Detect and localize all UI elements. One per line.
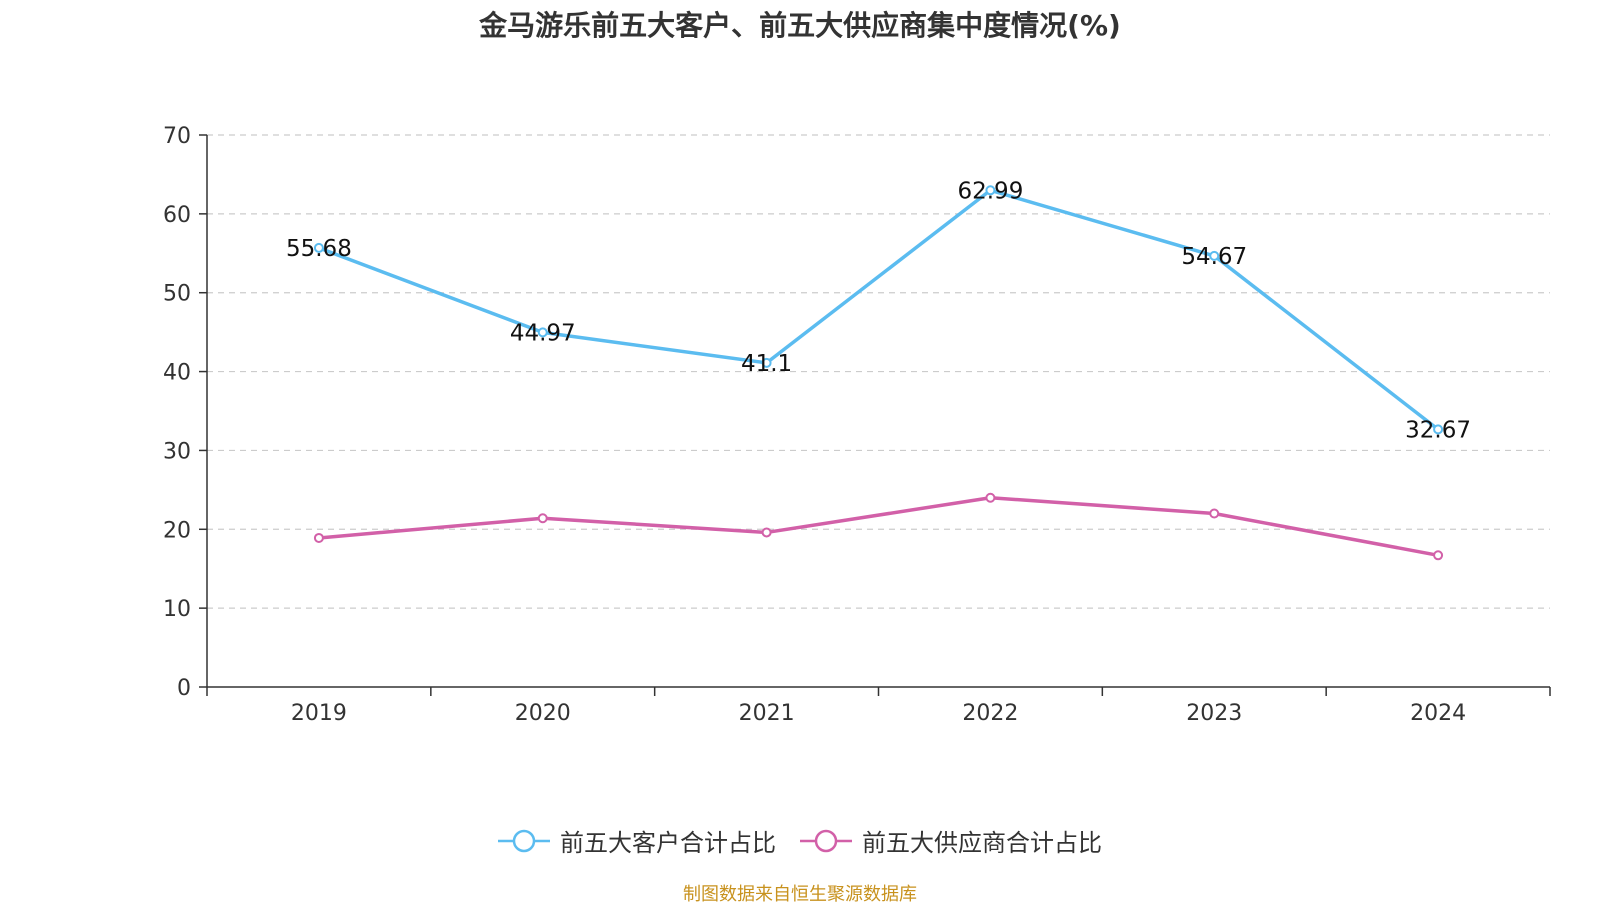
y-tick-label: 30 [163, 439, 191, 464]
x-tick-label: 2020 [515, 701, 571, 726]
legend: 前五大客户合计占比 前五大供应商合计占比 [0, 823, 1600, 858]
data-point [1209, 508, 1220, 519]
data-point [985, 185, 996, 196]
data-point [537, 327, 548, 338]
data-point [313, 532, 324, 543]
legend-swatch-suppliers-icon [800, 829, 852, 852]
data-label: 54.67 [1181, 244, 1247, 270]
y-tick-label: 10 [163, 597, 191, 622]
x-tick-label: 2024 [1410, 701, 1466, 726]
data-label: 32.67 [1405, 417, 1471, 443]
y-tick-label: 40 [163, 361, 191, 386]
data-point [1433, 550, 1444, 561]
legend-swatch-customers-icon [498, 829, 550, 852]
source-note: 制图数据来自恒生聚源数据库 [683, 884, 917, 905]
data-label: 55.68 [286, 236, 352, 262]
x-tick-label: 2022 [962, 701, 1018, 726]
legend-item-suppliers[interactable]: 前五大供应商合计占比 [800, 823, 1102, 858]
data-point [985, 492, 996, 503]
data-point [313, 242, 324, 253]
data-label: 44.97 [510, 320, 576, 346]
legend-label-customers: 前五大客户合计占比 [560, 829, 776, 857]
y-tick-label: 20 [163, 518, 191, 543]
series-lines [313, 185, 1444, 561]
y-tick-label: 50 [163, 282, 191, 307]
data-label: 41.1 [741, 351, 792, 377]
legend-item-customers[interactable]: 前五大客户合计占比 [498, 823, 776, 858]
x-tick-label: 2023 [1186, 701, 1242, 726]
y-tick-label: 60 [163, 203, 191, 228]
data-labels: 55.68 44.97 41.1 62.99 54.67 32.67 [286, 178, 1471, 443]
series-line-0 [318, 188, 1440, 431]
x-tick-label: 2021 [739, 701, 795, 726]
y-tick-label: 0 [177, 676, 191, 701]
data-point [761, 357, 772, 368]
y-tick-label: 70 [163, 124, 191, 149]
data-point [1209, 250, 1220, 261]
series-line-1 [318, 495, 1439, 558]
legend-label-suppliers: 前五大供应商合计占比 [862, 829, 1102, 857]
axes: 0 10 20 30 40 50 60 70 2019 2020 2021 2022 2023 2024 [163, 124, 1551, 726]
x-tick-label: 2019 [291, 701, 347, 726]
data-point [537, 513, 548, 524]
data-label: 62.99 [957, 178, 1023, 204]
data-point [1433, 424, 1444, 435]
data-point [761, 527, 772, 538]
chart-title: 金马游乐前五大客户、前五大供应商集中度情况(%) [479, 9, 1121, 42]
